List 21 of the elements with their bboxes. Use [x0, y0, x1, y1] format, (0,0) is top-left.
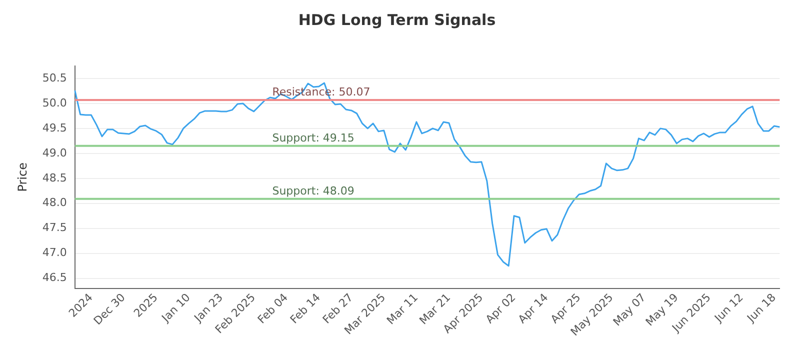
- y-tick-label: 48.0: [42, 196, 67, 210]
- y-tick-label: 50.0: [42, 96, 67, 110]
- y-tick-label: 48.5: [42, 171, 67, 184]
- x-tick-label: Jun 18: [744, 290, 778, 326]
- x-tick-label: Apr 02: [483, 290, 518, 326]
- y-axis-title: Price: [15, 162, 30, 192]
- x-tick-label: Dec 30: [91, 290, 128, 328]
- y-tick-label: 47.0: [42, 246, 67, 260]
- ref-line-label: Support: 49.15: [272, 131, 354, 144]
- y-tick-label: 49.0: [42, 146, 67, 160]
- y-tick-label: 47.5: [42, 221, 67, 234]
- y-tick-label: 50.5: [42, 71, 67, 84]
- ref-line-label: Support: 48.09: [272, 184, 354, 198]
- y-tick-label: 49.5: [42, 121, 67, 134]
- y-tick-label: 46.5: [42, 271, 67, 284]
- x-tick-label: Jun 12: [711, 290, 746, 326]
- x-tick-label: Apr 14: [516, 290, 551, 326]
- x-tick-label: Jan 10: [158, 290, 193, 326]
- x-tick-label: Feb 14: [288, 290, 323, 326]
- chart-title: HDG Long Term Signals: [298, 10, 496, 29]
- x-tick-label: Feb 04: [255, 290, 290, 326]
